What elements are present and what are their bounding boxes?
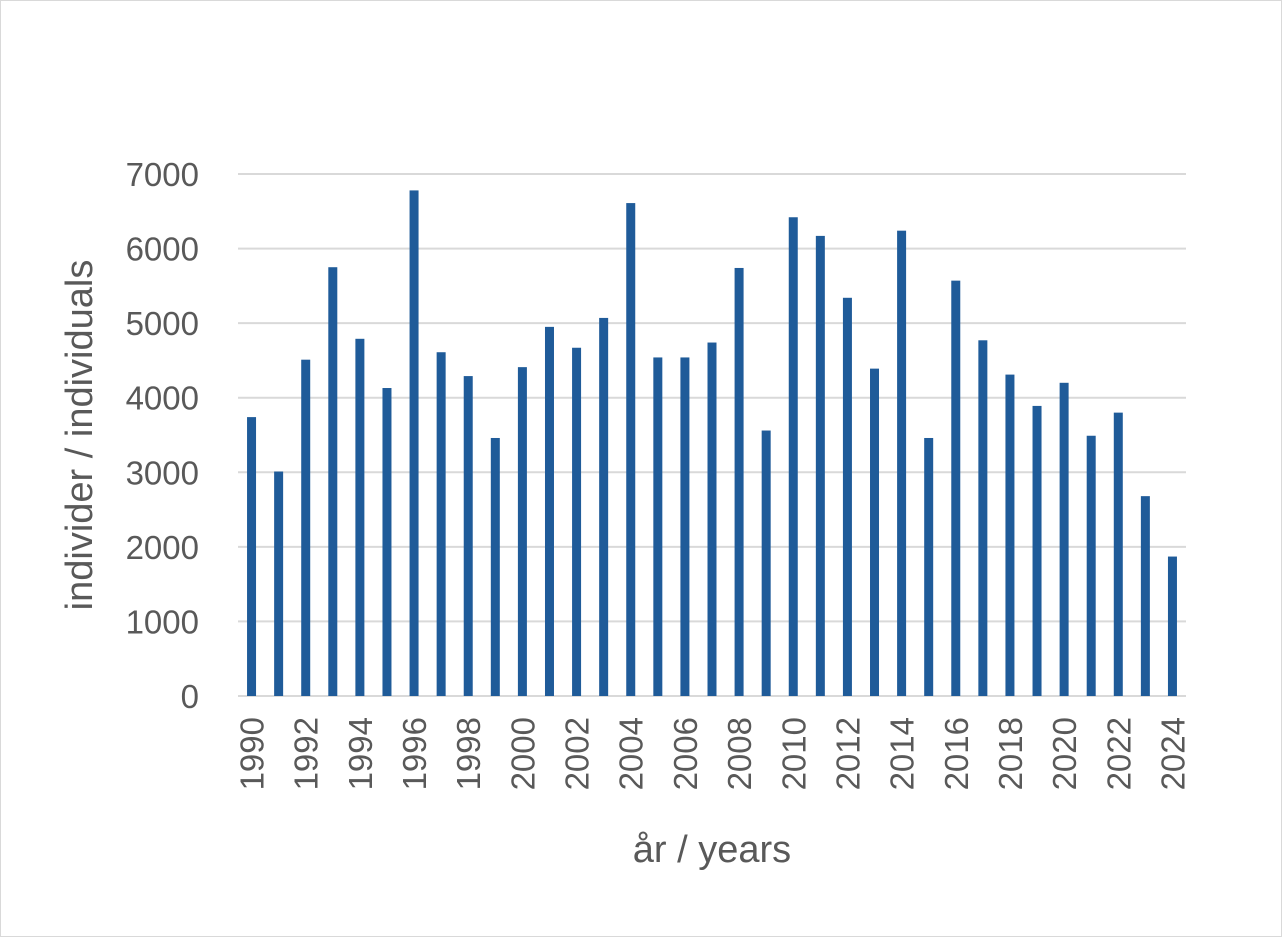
x-tick-label: 2018 bbox=[992, 717, 1029, 790]
bar-1997 bbox=[436, 352, 446, 696]
y-tick-label: 6000 bbox=[126, 231, 199, 268]
y-tick-labels: 0 1000 2000 3000 4000 5000 6000 7000 bbox=[126, 156, 199, 715]
bar-2020 bbox=[1059, 382, 1069, 696]
bar-2015 bbox=[924, 437, 934, 696]
x-tick-label: 1992 bbox=[288, 717, 325, 790]
bar-2016 bbox=[951, 280, 961, 696]
bar-1996 bbox=[409, 190, 419, 697]
y-tick-label: 0 bbox=[181, 678, 199, 715]
bar-1998 bbox=[463, 376, 473, 696]
bar-1991 bbox=[274, 471, 284, 696]
bar-2003 bbox=[599, 317, 609, 696]
bar-2021 bbox=[1086, 435, 1096, 696]
bar-1994 bbox=[355, 338, 365, 696]
x-axis-title: år / years bbox=[633, 829, 791, 871]
y-axis-title: individer / individuals bbox=[59, 260, 101, 611]
y-tick-label: 7000 bbox=[126, 156, 199, 193]
bar-2010 bbox=[788, 217, 798, 696]
y-tick-label: 3000 bbox=[126, 454, 199, 491]
bar-2008 bbox=[734, 267, 744, 696]
bar-2014 bbox=[897, 230, 907, 696]
x-tick-label: 1996 bbox=[396, 717, 433, 790]
bar-2011 bbox=[815, 235, 825, 696]
bar-2023 bbox=[1140, 496, 1150, 696]
bar-1992 bbox=[301, 359, 311, 696]
bars bbox=[247, 190, 1177, 697]
bar-2024 bbox=[1167, 556, 1177, 696]
bar-2007 bbox=[707, 342, 717, 696]
bar-1995 bbox=[382, 388, 392, 696]
x-tick-label: 2016 bbox=[938, 717, 975, 790]
bar-2009 bbox=[761, 430, 771, 696]
bar-2005 bbox=[653, 357, 663, 696]
y-tick-label: 1000 bbox=[126, 603, 199, 640]
x-tick-label: 1994 bbox=[342, 717, 379, 790]
bar-2017 bbox=[978, 340, 988, 696]
x-tick-label: 2010 bbox=[775, 717, 812, 790]
y-tick-label: 4000 bbox=[126, 380, 199, 417]
bar-2001 bbox=[544, 326, 554, 696]
x-tick-label: 2008 bbox=[721, 717, 758, 790]
x-tick-label: 1998 bbox=[450, 717, 487, 790]
x-tick-label: 2004 bbox=[613, 717, 650, 790]
bar-2013 bbox=[870, 368, 880, 696]
x-tick-label: 2014 bbox=[884, 717, 921, 790]
x-tick-labels: 1990 1992 1994 1996 1998 2000 2002 2004 2006 2008… bbox=[234, 717, 1192, 790]
bar-2006 bbox=[680, 357, 690, 696]
y-tick-label: 2000 bbox=[126, 529, 199, 566]
bar-2019 bbox=[1032, 405, 1042, 696]
y-tick-label: 5000 bbox=[126, 305, 199, 342]
x-tick-label: 1990 bbox=[234, 717, 271, 790]
x-tick-label: 2000 bbox=[504, 717, 541, 790]
bar-1990 bbox=[247, 417, 257, 696]
bar-2012 bbox=[842, 297, 852, 696]
x-tick-label: 2006 bbox=[667, 717, 704, 790]
x-tick-label: 2022 bbox=[1100, 717, 1137, 790]
bar-2022 bbox=[1113, 412, 1123, 696]
bar-1999 bbox=[490, 437, 500, 696]
bar-2004 bbox=[626, 203, 636, 696]
bar-1993 bbox=[328, 267, 338, 696]
bar-2000 bbox=[517, 367, 527, 696]
x-tick-label: 2024 bbox=[1154, 717, 1191, 790]
x-tick-label: 2020 bbox=[1046, 717, 1083, 790]
bar-2018 bbox=[1005, 374, 1015, 696]
x-tick-label: 2002 bbox=[559, 717, 596, 790]
x-tick-label: 2012 bbox=[829, 717, 866, 790]
bar-2002 bbox=[572, 347, 582, 696]
